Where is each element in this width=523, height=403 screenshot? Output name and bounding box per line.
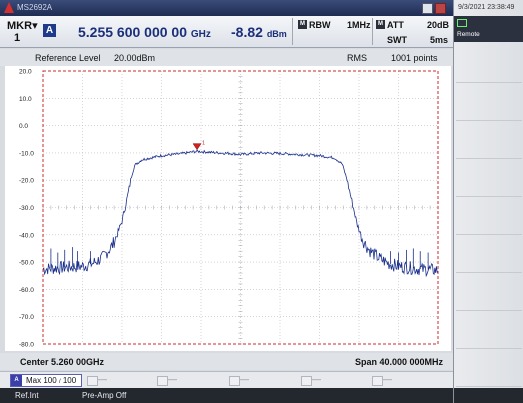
marker-level: -8.82 dBm — [231, 24, 287, 40]
trace-d-value: — — [240, 374, 249, 384]
softkey-3[interactable] — [456, 122, 522, 159]
close-button[interactable] — [435, 3, 446, 14]
softkey-5[interactable] — [456, 198, 522, 235]
datetime: 9/3/2021 23:38:49 — [458, 4, 515, 11]
marker-dropdown-icon: ▾ — [32, 20, 38, 32]
spectrum-plot-area[interactable]: 20.0 10.0 0.0 -10.0 -20.0 -30.0 -40.0 -50.0 -60.… — [5, 66, 451, 351]
trace-points: 1001 points — [391, 53, 438, 63]
softkey-9[interactable] — [456, 350, 522, 387]
y-tick-label: -20.0 — [19, 178, 34, 185]
trace-a-status: Max 100 / 100 — [26, 376, 77, 385]
marker-bar: MKR▾ 1 A 5.255 600 000 00 GHz -8.82 dBm … — [0, 16, 453, 48]
y-tick-label: -10.0 — [19, 150, 34, 157]
title-bar: MS2692A — [0, 0, 453, 16]
softkey-8[interactable] — [456, 312, 522, 349]
minimize-button[interactable] — [422, 3, 433, 14]
trace-f-value: — — [383, 374, 392, 384]
reference-level-value: 20.00dBm — [114, 53, 156, 63]
divider — [292, 18, 293, 45]
spectrum-trace — [42, 149, 439, 278]
marker-number: 1 — [14, 32, 21, 44]
y-tick-label: 20.0 — [19, 69, 32, 76]
y-tick-label: -30.0 — [19, 205, 34, 212]
y-tick-label: -40.0 — [19, 232, 34, 239]
trace-e-value: — — [312, 374, 321, 384]
side-status — [454, 388, 523, 403]
att-value: 20dB — [427, 20, 450, 30]
att-mark-icon: M — [376, 20, 385, 29]
remote-indicator: Remote — [454, 16, 523, 42]
trace-c-value: — — [168, 374, 177, 384]
side-panel: 9/3/2021 23:38:49 Remote — [453, 0, 523, 403]
marker-label[interactable]: MKR▾ — [7, 20, 38, 32]
preamp-status: Pre-Amp Off — [82, 391, 127, 400]
trace-b-value: — — [98, 374, 107, 384]
y-tick-label: -70.0 — [19, 314, 34, 321]
softkey-4[interactable] — [456, 160, 522, 197]
remote-icon — [457, 19, 467, 27]
rbw-mark-icon: M — [298, 20, 307, 29]
trace-c-tab[interactable] — [157, 376, 168, 386]
anritsu-logo-icon — [4, 2, 14, 13]
softkey-1[interactable] — [456, 46, 522, 83]
status-bar: Ref.Int Pre-Amp Off — [0, 388, 453, 403]
reference-source: Ref.Int — [15, 391, 39, 400]
softkey-2[interactable] — [456, 84, 522, 121]
y-tick-label: -60.0 — [19, 287, 34, 294]
trace-a-tab[interactable]: A Max 100 / 100 — [10, 374, 82, 387]
trace-f-tab[interactable] — [372, 376, 383, 386]
marker-frequency: 5.255 600 000 00 GHz — [78, 24, 211, 40]
y-tick-label: 0.0 — [19, 123, 28, 130]
spectrum-plot[interactable]: 20.0 10.0 0.0 -10.0 -20.0 -30.0 -40.0 -50.0 -60.… — [5, 66, 451, 351]
trace-d-tab[interactable] — [229, 376, 240, 386]
remote-label: Remote — [457, 31, 480, 38]
softkey-6[interactable] — [456, 236, 522, 273]
span-frequency: Span 40.000 000MHz — [355, 357, 444, 367]
app-name: MS2692A — [17, 3, 53, 12]
swt-label: SWT — [387, 35, 407, 45]
y-tick-label: 10.0 — [19, 96, 32, 103]
divider — [372, 18, 373, 45]
marker-number-label: 1 — [202, 141, 205, 147]
reference-level-label: Reference Level — [35, 53, 101, 63]
rbw-value: 1MHz — [347, 20, 371, 30]
frequency-axis-row: Center 5.260 00GHz Span 40.000 000MHz — [0, 353, 453, 370]
y-tick-label: -80.0 — [19, 342, 34, 349]
trace-bar: A Max 100 / 100 — — — — — — [0, 371, 453, 388]
detector-mode: RMS — [347, 53, 367, 63]
center-frequency: Center 5.260 00GHz — [20, 357, 105, 367]
trace-e-tab[interactable] — [301, 376, 312, 386]
trace-b-tab[interactable] — [87, 376, 98, 386]
plot-border — [42, 70, 439, 345]
att-label: ATT — [387, 20, 404, 30]
rbw-label: RBW — [309, 20, 331, 30]
swt-value: 5ms — [430, 35, 449, 45]
trace-a-icon: A — [11, 375, 22, 386]
marker-icon — [192, 143, 202, 151]
y-tick-label: -50.0 — [19, 260, 34, 267]
softkey-7[interactable] — [456, 274, 522, 311]
marker-trace-badge: A — [43, 24, 56, 37]
reference-info-row: Reference Level 20.00dBm RMS 1001 points — [0, 49, 453, 66]
